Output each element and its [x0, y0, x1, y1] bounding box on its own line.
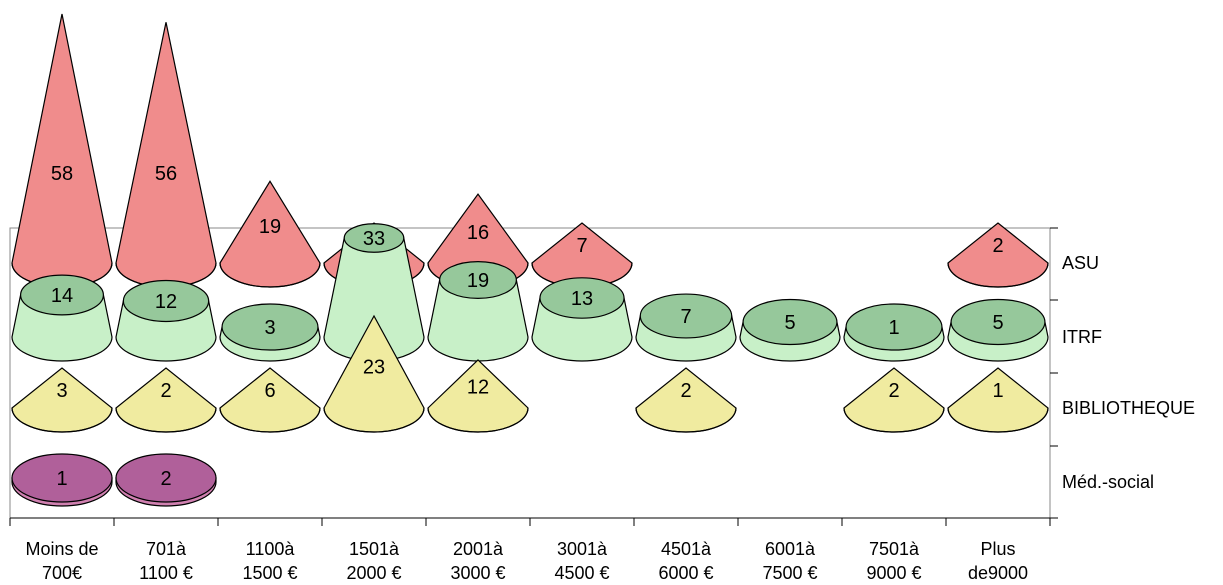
data-label: 5 — [992, 312, 1003, 334]
x-tick-label: Moins de — [25, 539, 98, 559]
data-label: 2 — [160, 468, 171, 490]
data-label: 14 — [51, 285, 73, 307]
bar-asu — [11, 13, 113, 288]
series-labels: ASU ITRF BIBLIOTHEQUE Méd.-social — [1062, 253, 1195, 492]
bar-bibliotheque — [115, 367, 217, 433]
bar-itrf — [427, 260, 529, 362]
x-tick-label: 6001à — [765, 539, 816, 559]
x-tick-label: Plus — [980, 539, 1015, 559]
data-label: 3 — [264, 317, 275, 339]
data-label: 6 — [264, 380, 275, 402]
data-label: 12 — [467, 376, 489, 398]
data-label: 58 — [51, 163, 73, 185]
data-label: 23 — [363, 357, 385, 379]
x-tick-label: 1501à — [349, 539, 400, 559]
x-tick-label: 3000 € — [450, 563, 505, 583]
bar-itrf — [635, 293, 737, 362]
data-label: 2 — [160, 380, 171, 402]
bar-bibliotheque — [947, 367, 1049, 433]
x-tick-label: 9000 € — [866, 563, 921, 583]
data-label: 56 — [155, 163, 177, 185]
x-tick-label: 6000 € — [658, 563, 713, 583]
bar-itrf — [947, 298, 1049, 362]
bar-asu — [947, 222, 1049, 288]
data-label: 2 — [680, 380, 691, 402]
x-tick-label: 2000 € — [346, 563, 401, 583]
x-tick-label: 1100à — [246, 539, 296, 559]
bar-itrf — [11, 274, 113, 362]
bar-med-social — [115, 453, 217, 507]
data-label: 2 — [992, 235, 1003, 257]
series-label: ITRF — [1062, 327, 1102, 347]
bar-med-social — [11, 453, 113, 507]
series-label: ASU — [1062, 253, 1099, 273]
bar-bibliotheque — [323, 314, 425, 433]
data-label: 1 — [992, 380, 1003, 402]
bar-bibliotheque — [11, 367, 113, 433]
bar-bibliotheque — [635, 367, 737, 433]
data-label: 5 — [784, 312, 795, 334]
x-tick-label: 7500 € — [762, 563, 817, 583]
bar-bibliotheque — [843, 367, 945, 433]
data-label: 7 — [576, 235, 587, 257]
bar-itrf — [323, 223, 425, 362]
x-tick-label: 7501à — [869, 539, 920, 559]
x-tick-label: 1100 € — [139, 563, 193, 583]
x-tick-label: 4501à — [661, 539, 712, 559]
bar-itrf — [739, 298, 841, 362]
bar-asu — [219, 180, 321, 288]
bar-itrf — [219, 303, 321, 362]
data-label: 1 — [56, 468, 67, 490]
data-label: 3 — [56, 380, 67, 402]
bar-itrf — [531, 277, 633, 362]
bar-asu — [115, 22, 217, 288]
plot-frame — [9, 227, 1058, 526]
series-label: Méd.-social — [1062, 472, 1154, 492]
data-label: 2 — [888, 380, 899, 402]
data-label: 13 — [571, 288, 593, 310]
data-label: 19 — [467, 270, 489, 292]
data-label: 7 — [680, 306, 691, 328]
bar-bibliotheque — [219, 367, 321, 433]
x-tick-label: de9000 — [968, 563, 1028, 583]
data-label: 16 — [467, 222, 489, 244]
x-tick-label: 3001à — [557, 539, 608, 559]
x-tick-label: 1500 € — [242, 563, 297, 583]
series-bibliotheque: 3 2 6 23 12 2 2 1 — [11, 314, 1049, 433]
x-axis-labels: Moins de 700€ 701à 1100 € 1100à 1500 € 1501à 20… — [25, 539, 1028, 583]
x-tick-label: 701à — [146, 539, 187, 559]
data-label: 12 — [155, 291, 177, 313]
x-tick-label: 4500 € — [554, 563, 609, 583]
series-asu: 58561971672 — [11, 13, 1049, 288]
data-label: 19 — [259, 216, 281, 238]
bar-bibliotheque — [427, 359, 529, 433]
x-tick-label: 700€ — [42, 563, 82, 583]
chart-marks: 58561971672141233319137515326231222112 — [11, 13, 1049, 507]
series-label: BIBLIOTHEQUE — [1062, 398, 1195, 418]
x-tick-label: 2001à — [453, 539, 504, 559]
data-label: 1 — [888, 317, 899, 339]
bar-itrf — [843, 303, 945, 362]
bar-itrf — [115, 279, 217, 362]
data-label: 33 — [363, 228, 385, 250]
